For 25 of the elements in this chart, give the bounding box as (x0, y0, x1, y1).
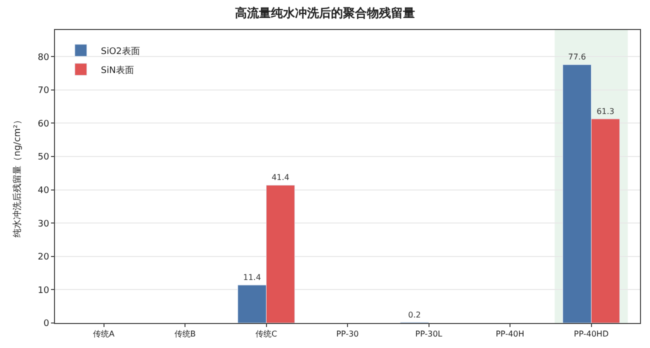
legend-label: SiO2表面 (100, 46, 140, 57)
y-tick-label: 70 (38, 86, 50, 96)
x-tick-label: PP-30 (336, 330, 359, 339)
y-tick-label: 60 (38, 119, 50, 130)
data-label: 77.6 (568, 52, 586, 62)
x-tick-label: 传统B (174, 330, 196, 339)
data-label: 0.2 (408, 310, 421, 320)
y-tick-label: 0 (43, 319, 50, 330)
y-tick-label: 80 (38, 52, 50, 63)
x-tick-label: PP-40H (496, 330, 524, 339)
x-tick-label: 传统C (255, 330, 278, 339)
y-tick-label: 10 (38, 286, 50, 296)
data-label: 61.3 (596, 106, 614, 116)
data-label: 41.4 (272, 173, 290, 182)
y-axis-title: 纯水冲洗后残留量（ng/cm²） (12, 116, 24, 238)
legend-label: SiN表面 (100, 64, 134, 76)
data-label: 11.4 (243, 273, 261, 282)
chart-title: 高流量纯水冲洗后的聚合物残留量 (235, 6, 415, 20)
x-tick-label: PP-30L (415, 330, 443, 339)
y-tick-label: 30 (38, 219, 50, 230)
x-tick-label: PP-40HD (574, 330, 609, 339)
y-tick-label: 40 (38, 186, 50, 196)
y-tick-label: 20 (38, 252, 50, 263)
x-tick-label: 传统A (93, 330, 116, 339)
y-tick-label: 50 (38, 152, 50, 163)
